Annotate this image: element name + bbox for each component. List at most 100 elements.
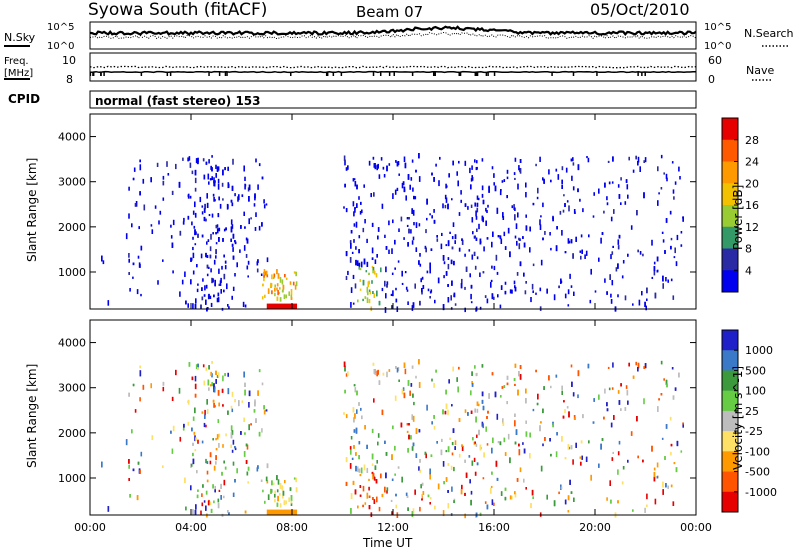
- heatmap-cell: [458, 418, 461, 422]
- heatmap-cell: [620, 408, 622, 411]
- heatmap-cell: [139, 365, 141, 369]
- heatmap-cell: [188, 362, 191, 367]
- heatmap-cell: [645, 305, 647, 311]
- heatmap-cell: [388, 249, 390, 254]
- heatmap-cell: [371, 428, 374, 433]
- heatmap-cell: [612, 362, 614, 368]
- heatmap-cell: [243, 165, 245, 172]
- heatmap-cell: [454, 240, 456, 244]
- heatmap-cell: [513, 172, 516, 175]
- heatmap-cell: [274, 490, 276, 494]
- heatmap-cell: [518, 237, 520, 241]
- heatmap-cell: [606, 196, 608, 201]
- y-tick-label: 3000: [58, 176, 86, 189]
- heatmap-cell: [499, 304, 502, 309]
- heatmap-cell: [464, 492, 466, 496]
- heatmap-cell: [223, 479, 226, 486]
- heatmap-cell: [676, 440, 679, 447]
- colorbar-swatch: [722, 410, 738, 432]
- nave-tick-bottom: 0: [708, 73, 715, 86]
- heatmap-cell: [350, 230, 353, 234]
- heatmap-cell: [427, 494, 430, 498]
- heatmap-cell: [408, 423, 410, 426]
- heatmap-cell: [670, 245, 672, 250]
- heatmap-cell: [660, 360, 663, 365]
- heatmap-cell: [445, 183, 447, 189]
- heatmap-cell: [573, 497, 575, 502]
- heatmap-cell: [481, 185, 484, 191]
- heatmap-cell: [271, 290, 273, 295]
- heatmap-cell: [222, 198, 224, 201]
- heatmap-cell: [407, 507, 409, 511]
- heatmap-cell: [397, 260, 400, 263]
- heatmap-cell: [137, 461, 140, 465]
- heatmap-cell: [501, 386, 504, 389]
- heatmap-cell: [151, 229, 154, 234]
- heatmap-cell: [187, 193, 190, 199]
- heatmap-cell: [378, 380, 381, 385]
- heatmap-cell: [230, 444, 232, 448]
- heatmap-cell: [192, 210, 195, 215]
- heatmap-cell: [204, 414, 206, 419]
- heatmap-cell: [618, 234, 621, 239]
- heatmap-cell: [218, 489, 221, 492]
- heatmap-cell: [244, 176, 246, 181]
- heatmap-cell: [223, 254, 225, 258]
- heatmap-cell: [561, 184, 563, 189]
- heatmap-cell: [206, 470, 209, 475]
- heatmap-cell: [473, 251, 476, 256]
- heatmap-cell: [567, 289, 570, 295]
- heatmap-cell: [421, 276, 424, 280]
- heatmap-cell: [142, 178, 145, 184]
- heatmap-cell: [359, 210, 362, 215]
- heatmap-cell: [214, 405, 216, 408]
- heatmap-cell: [411, 414, 413, 420]
- colorbar-tick-label: 20: [745, 177, 759, 190]
- heatmap-cell: [429, 213, 431, 216]
- heatmap-cell: [234, 240, 236, 243]
- heatmap-cell: [630, 225, 633, 230]
- y-tick-label: 2000: [58, 427, 86, 440]
- heatmap-cell: [464, 160, 467, 166]
- heatmap-cell: [274, 493, 276, 498]
- heatmap-cell: [143, 204, 146, 211]
- heatmap-cell: [231, 430, 234, 435]
- heatmap-cell: [461, 445, 464, 451]
- heatmap-cell: [139, 469, 141, 474]
- heatmap-cell: [278, 292, 280, 295]
- heatmap-cell: [373, 293, 376, 298]
- heatmap-cell: [358, 262, 361, 267]
- heatmap-cell: [350, 243, 352, 249]
- heatmap-cell: [212, 399, 215, 403]
- heatmap-cell: [418, 260, 420, 265]
- heatmap-cell: [435, 163, 437, 167]
- heatmap-cell: [391, 478, 394, 481]
- heatmap-cell: [373, 270, 375, 273]
- heatmap-cell: [464, 286, 466, 290]
- heatmap-cell: [453, 260, 455, 266]
- heatmap-cell: [384, 234, 386, 238]
- heatmap-cell: [418, 223, 421, 227]
- heatmap-cell: [676, 234, 679, 241]
- cpid-label: CPID: [8, 92, 40, 106]
- heatmap-cell: [386, 165, 388, 172]
- heatmap-cell: [206, 202, 209, 208]
- heatmap-cell: [283, 294, 286, 299]
- heatmap-cell: [248, 402, 250, 408]
- heatmap-cell: [657, 200, 659, 206]
- heatmap-cell: [404, 162, 407, 169]
- heatmap-cell: [192, 509, 194, 515]
- heatmap-cell: [438, 180, 440, 187]
- heatmap-cell: [192, 416, 195, 421]
- heatmap-cell: [555, 451, 558, 458]
- heatmap-cell: [397, 161, 400, 166]
- heatmap-cell: [366, 286, 369, 293]
- velocity-panel-frame: [89, 319, 697, 516]
- heatmap-cell: [279, 483, 282, 489]
- heatmap-cell: [607, 366, 610, 369]
- heatmap-cell: [213, 294, 215, 298]
- heatmap-cell: [617, 263, 619, 269]
- heatmap-cell: [411, 240, 414, 245]
- heatmap-cell: [190, 463, 193, 467]
- heatmap-cell: [525, 214, 527, 218]
